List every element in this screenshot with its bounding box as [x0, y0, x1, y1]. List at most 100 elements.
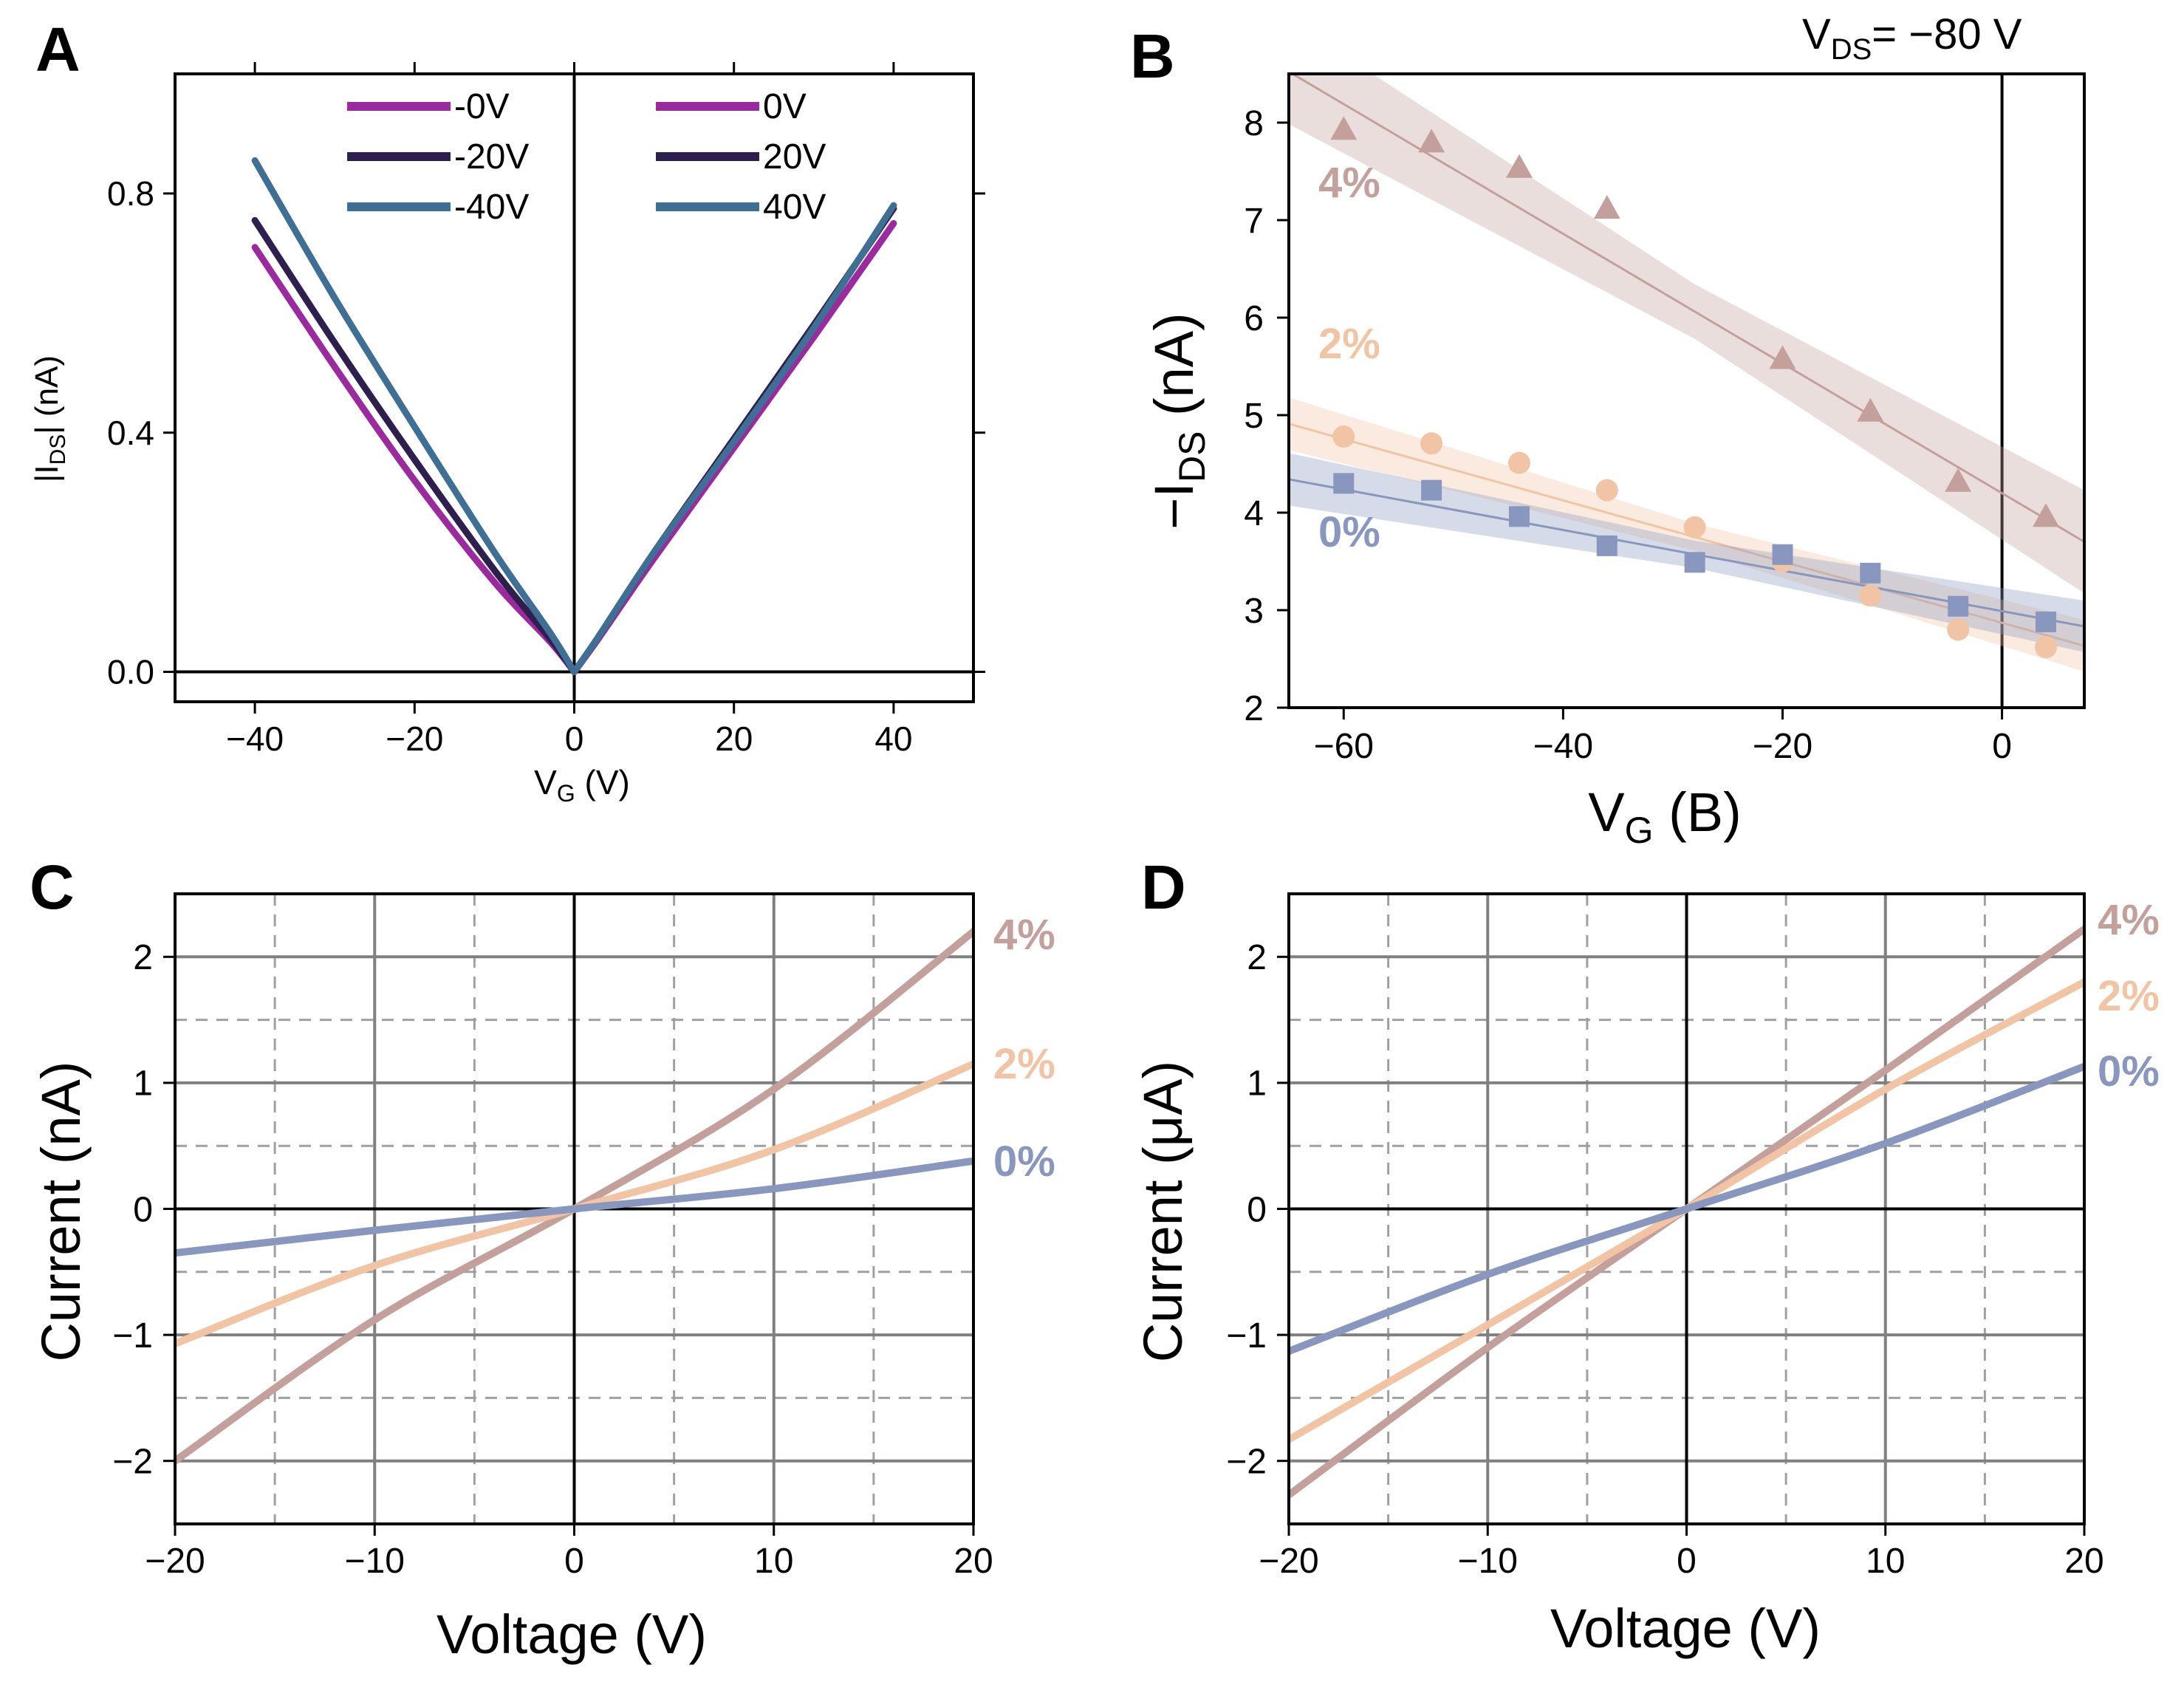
panel-b-x-tick-label: −60 — [1314, 727, 1374, 766]
panel-b-x-tick-label: −20 — [1753, 727, 1812, 766]
panel-b-data-point — [1333, 473, 1355, 494]
panel-a-x-tick-label: 20 — [715, 719, 753, 758]
panel-d-series-label-0%: 0% — [2098, 1047, 2160, 1095]
panel-d-y-tick-label: 1 — [1247, 1064, 1267, 1104]
panel-d-y-tick-label: −1 — [1226, 1316, 1267, 1355]
panel-b-data-point — [1947, 618, 1970, 641]
panel-d-x-tick-label: 10 — [1866, 1542, 1905, 1581]
panel-c-x-tick-label: −10 — [345, 1542, 405, 1581]
panel-d-x-tick-label: 20 — [2064, 1542, 2103, 1581]
panel-b-y-tick-label: 3 — [1244, 592, 1264, 631]
panel-b-series-labels: 4% 2% 0% — [1318, 159, 1380, 556]
panel-d-x-tick-label: 0 — [1677, 1542, 1697, 1581]
panel-c-x-tick-label: 0 — [564, 1542, 584, 1581]
panel-b-series-label-2%: 2% — [1318, 320, 1380, 368]
panel-d-plot-area — [1289, 894, 2084, 1524]
panel-d-y-tick-label: −2 — [1226, 1443, 1267, 1482]
panel-c-y-tick-label: 0 — [133, 1190, 153, 1229]
panel-a-legend-label--20V: -20V — [454, 137, 529, 177]
panel-b: B VDS= −80 V −60 −40 −20 0 2 3 4 5 6 7 8 4% 2% 0% VG… — [1130, 10, 2086, 851]
panel-a-axes: −40 −20 0 20 40 0.0 0.4 0.8 — [107, 62, 985, 758]
panel-d-series-line-0% — [1289, 1062, 2084, 1355]
panel-a-legend-label--0V: -0V — [454, 87, 510, 126]
panel-d-x-tick-label: −20 — [1259, 1542, 1318, 1581]
panel-a-legend-label-40V: 40V — [763, 188, 826, 227]
panel-c-x-tick-label: −20 — [145, 1542, 205, 1581]
panel-c-x-axis-title: Voltage (V) — [437, 1604, 707, 1665]
panel-c-y-tick-label: −1 — [112, 1316, 153, 1355]
panel-c-series-labels: 4% 2% 0% — [993, 911, 1055, 1186]
panel-b-vds-annotation: VDS= −80 V — [1802, 10, 2022, 66]
panel-b-data-point — [2035, 636, 2058, 659]
panel-b-data-point — [1857, 397, 1884, 422]
panel-c-plot-area — [175, 894, 973, 1524]
panel-b-confidence-band-4% — [1289, 74, 2084, 594]
panel-a-y-tick-label: 0.0 — [107, 653, 154, 691]
panel-b-series-label-4%: 4% — [1318, 159, 1380, 207]
panel-b-data-point — [1507, 451, 1530, 474]
panel-b-series-label-0%: 0% — [1318, 508, 1380, 556]
panel-b-clipped-content — [1289, 74, 2084, 708]
panel-a-plot-area — [175, 74, 973, 702]
panel-a: A −40 −20 0 20 40 0.0 0.4 0.8 -0V -20V -40V 0V 20V 4… — [29, 15, 985, 807]
panel-b-data-point — [1859, 584, 1882, 607]
panel-b-axes-frame — [1287, 72, 2086, 709]
panel-d-x-tick-label: −10 — [1458, 1542, 1518, 1581]
panel-c-x-tick-label: 10 — [754, 1542, 793, 1581]
panel-b-y-tick-label: 6 — [1244, 299, 1264, 338]
panel-b-data-point — [1596, 535, 1618, 556]
panel-b-y-axis-title: −IDS (nA) — [1143, 312, 1213, 530]
panel-a-axes-frame — [174, 72, 975, 703]
panel-d-series-label-4%: 4% — [2098, 896, 2160, 944]
panel-b-data-point — [1332, 425, 1355, 448]
panel-d-series-labels: 4% 2% 0% — [2098, 896, 2160, 1095]
panel-a-x-tick-label: 40 — [874, 719, 912, 758]
panel-b-data-point — [1769, 345, 1796, 369]
panel-b-data-point — [1505, 154, 1533, 178]
panel-b-data-point — [1508, 506, 1530, 527]
panel-a-series-line--40V — [251, 157, 578, 676]
panel-c-clipped-content — [175, 928, 973, 1465]
panel-d-series-label-2%: 2% — [2098, 972, 2160, 1020]
panel-c-label: C — [30, 852, 75, 922]
panel-c-series-label-4%: 4% — [993, 911, 1055, 959]
panel-c-series-line-0% — [175, 1157, 973, 1257]
panel-b-y-tick-label: 7 — [1244, 202, 1264, 241]
panel-a-x-tick-label: −20 — [386, 719, 443, 758]
panel-a-legend-label--40V: -40V — [454, 188, 529, 227]
panel-c-series-label-0%: 0% — [993, 1138, 1055, 1186]
panel-c-y-axis-title: Current (nA) — [30, 1061, 92, 1361]
panel-b-data-point — [1421, 479, 1442, 501]
panel-d-label: D — [1141, 852, 1186, 922]
panel-b-x-tick-label: −40 — [1533, 727, 1593, 766]
panel-a-legend: -0V -20V -40V 0V 20V 40V — [347, 87, 826, 227]
panel-d-x-axis-title: Voltage (V) — [1550, 1598, 1821, 1659]
panel-c-axes-frame — [174, 892, 975, 1525]
panel-b-plot-area — [1289, 74, 2084, 708]
panel-b-data-point — [2036, 611, 2057, 632]
panel-b-y-tick-label: 2 — [1244, 689, 1264, 728]
panel-a-y-axis-title: |IDS| (nA) — [29, 355, 70, 482]
panel-d-y-tick-label: 0 — [1247, 1190, 1267, 1229]
panel-a-x-axis-title: VG (V) — [534, 763, 630, 807]
panel-a-y-tick-label: 0.4 — [107, 414, 154, 452]
panel-b-data-point — [1330, 116, 1358, 140]
panel-c-y-tick-label: 2 — [133, 938, 153, 977]
panel-b-label: B — [1130, 21, 1175, 91]
panel-b-data-point — [1948, 595, 1969, 617]
panel-b-data-point — [1593, 195, 1620, 219]
panel-b-x-axis-title: VG (B) — [1588, 782, 1741, 851]
panel-b-y-tick-label: 8 — [1244, 104, 1264, 143]
panel-b-data-point — [1683, 516, 1706, 539]
panel-b-data-point — [1420, 432, 1443, 455]
panel-a-label: A — [35, 15, 81, 84]
panel-a-x-tick-label: 0 — [565, 719, 584, 758]
panel-a-series-line--20V — [251, 216, 578, 676]
panel-a-legend-label-20V: 20V — [763, 137, 826, 177]
panel-b-axes: −60 −40 −20 0 2 3 4 5 6 7 8 — [1244, 72, 2086, 766]
panel-c-y-tick-label: −2 — [112, 1443, 153, 1482]
